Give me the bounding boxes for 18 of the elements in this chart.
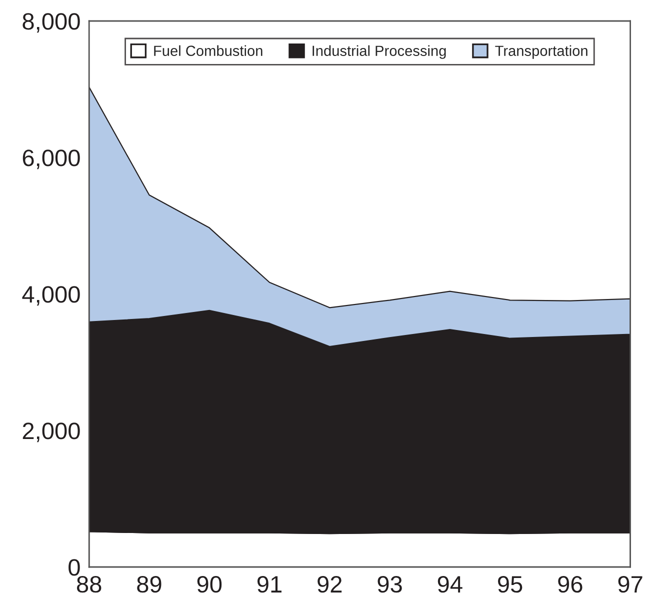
x-tick-label: 95 [498,576,522,593]
x-tick-label: 94 [438,576,462,593]
x-tick-label: 89 [137,576,162,593]
x-tick-label: 92 [318,576,342,593]
y-tick-label: 8,000 [22,13,80,33]
y-tick-label: 0 [68,559,80,576]
x-tick-label: 91 [257,576,282,593]
legend-label: Industrial Processing [312,45,446,59]
x-tick-label: 88 [76,576,102,593]
legend-label: Transportation [495,45,588,59]
y-tick-label: 2,000 [22,422,80,442]
x-tick-label: 90 [197,576,222,593]
y-tick-label: 6,000 [22,150,80,170]
x-tick-label: 93 [378,576,402,593]
x-tick-label: 97 [618,576,642,593]
y-tick-label: 4,000 [22,286,80,306]
legend-label: Fuel Combustion [154,45,262,56]
x-tick-label: 96 [558,576,582,593]
